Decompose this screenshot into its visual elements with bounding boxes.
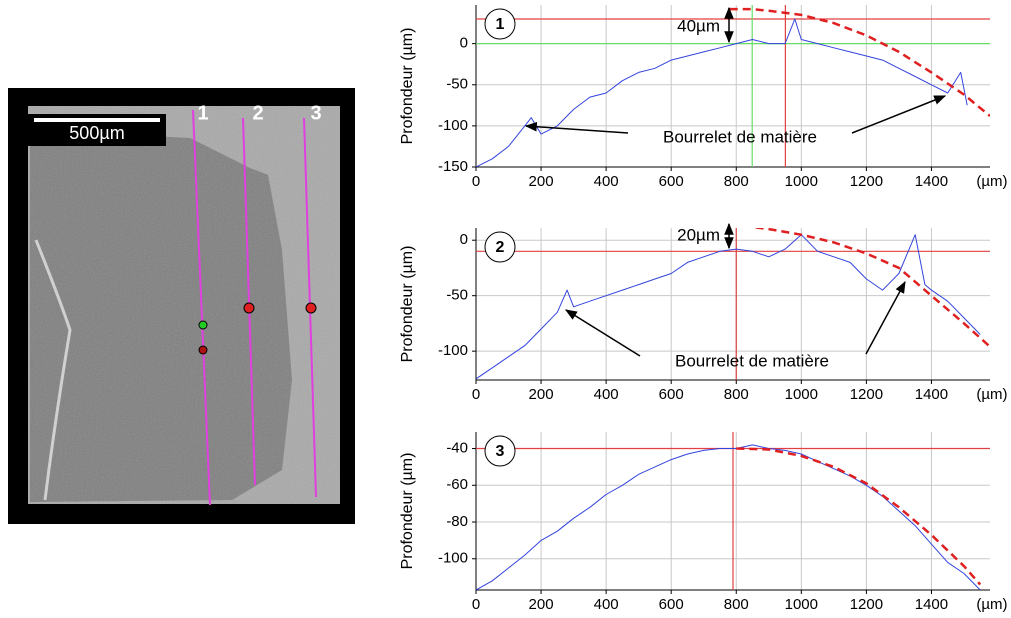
x-tick-label: 1400 (915, 173, 948, 190)
x-tick-label: 1400 (915, 596, 948, 613)
x-tick-label: 1000 (785, 386, 818, 403)
x-tick-label: 200 (529, 386, 554, 403)
x-tick-label: 800 (724, 173, 749, 190)
y-tick-label: -50 (446, 76, 468, 93)
dimension-label: 20µm (677, 225, 720, 244)
y-tick-label: -60 (446, 476, 468, 493)
y-axis-label: Profondeur (µm) (399, 453, 416, 570)
x-tick-label: 1200 (850, 173, 883, 190)
y-tick-label: -100 (438, 117, 468, 134)
profile-line (476, 234, 981, 380)
dimension-label: 40µm (677, 16, 720, 35)
y-tick-label: -150 (438, 158, 468, 175)
x-tick-label: 400 (594, 596, 619, 613)
y-tick-label: -100 (438, 550, 468, 567)
x-tick-label: 1000 (785, 596, 818, 613)
x-tick-label: 400 (594, 173, 619, 190)
y-tick-label: -80 (446, 513, 468, 530)
x-tick-label: 0 (472, 173, 480, 190)
scale-bar-label: 500µm (69, 123, 124, 143)
y-tick-label: -40 (446, 440, 468, 457)
y-tick-label: -50 (446, 287, 468, 304)
x-tick-label: 1000 (785, 173, 818, 190)
micrograph: 500µm 1 2 3 (8, 88, 355, 524)
line-label: 2 (252, 102, 263, 124)
line-label: 1 (197, 102, 208, 124)
annotation-arrow (524, 121, 629, 134)
fit-curve (736, 447, 982, 586)
y-tick-label: -100 (438, 342, 468, 359)
profile-line (476, 444, 981, 590)
x-tick-label: 200 (529, 596, 554, 613)
annotation-arrow (564, 309, 641, 357)
line-label: 3 (310, 102, 321, 124)
panel-badge (484, 435, 516, 467)
x-tick-label: 600 (659, 386, 684, 403)
x-tick-label: 600 (659, 173, 684, 190)
annotation: Bourrelet de matière (675, 351, 829, 370)
x-tick-label: 0 (472, 386, 480, 403)
x-tick-label: 200 (529, 173, 554, 190)
line-chart: 0 200 400 600 800 1000 1200 1400 -100 -80 -60 -40 (µ… (399, 432, 1008, 613)
plot (476, 5, 990, 167)
panel-badge (484, 231, 516, 263)
plot (476, 228, 990, 380)
x-tick-label: 1400 (915, 386, 948, 403)
x-tick-label: 1200 (850, 596, 883, 613)
panel-badge (484, 8, 516, 40)
y-axis-label: Profondeur (µm) (399, 246, 416, 363)
panel-number: 3 (496, 443, 505, 460)
x-tick-label: 400 (594, 386, 619, 403)
y-tick-label: 0 (460, 231, 468, 248)
fit-curve (729, 7, 990, 117)
panel-number: 1 (496, 16, 505, 33)
annotation: Bourrelet de matière (663, 127, 817, 146)
y-tick-label: 0 (460, 35, 468, 52)
x-tick-label: 0 (472, 596, 480, 613)
fit-curve (749, 228, 990, 348)
x-tick-label: 800 (724, 596, 749, 613)
x-tick-label: 1200 (850, 386, 883, 403)
annotation-arrow (851, 95, 947, 134)
profile-line (476, 18, 968, 167)
x-axis-label: (µm) (976, 596, 1007, 613)
line-chart: 0 200 400 600 800 1000 1200 1400 -150 -100 -50 0 (µm… (399, 5, 1008, 190)
x-tick-label: 600 (659, 596, 684, 613)
y-axis-label: Profondeur (µm) (399, 28, 416, 145)
panel-number: 2 (496, 239, 505, 256)
annotation-arrow (865, 280, 906, 355)
x-axis-label: (µm) (976, 386, 1007, 403)
line-chart: 0 200 400 600 800 1000 1200 1400 -100 -50 0 (µm) Pro… (399, 222, 1008, 403)
plot (476, 432, 990, 590)
x-tick-label: 800 (724, 386, 749, 403)
x-axis-label: (µm) (976, 173, 1007, 190)
